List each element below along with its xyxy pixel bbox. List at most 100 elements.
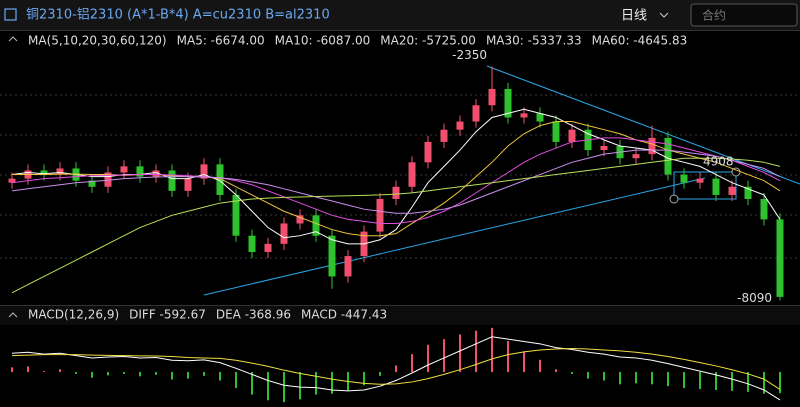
candle-body bbox=[168, 170, 176, 191]
collapse-icon bbox=[8, 36, 18, 42]
search-field[interactable] bbox=[690, 3, 798, 27]
macd-bar bbox=[107, 372, 109, 376]
legend-entry: DEA -368.96 bbox=[216, 308, 291, 322]
macd-bar bbox=[395, 365, 397, 373]
macd-bar bbox=[763, 372, 765, 394]
candle-body bbox=[328, 235, 336, 277]
macd-bar bbox=[651, 372, 653, 385]
macd-bar bbox=[411, 354, 413, 373]
candle-body bbox=[600, 146, 608, 151]
legend-entry: MACD -447.43 bbox=[301, 308, 387, 322]
candle-body bbox=[200, 164, 208, 179]
dropdown-arrow bbox=[659, 12, 669, 18]
macd-bar bbox=[75, 372, 77, 374]
candle-body bbox=[712, 178, 720, 195]
macd-bar bbox=[635, 372, 637, 384]
macd-bar bbox=[155, 372, 157, 375]
candle-body bbox=[120, 166, 128, 173]
legend-bg bbox=[20, 32, 740, 50]
candle-body bbox=[648, 137, 656, 155]
handle bbox=[669, 194, 679, 204]
macd-bar bbox=[507, 341, 509, 373]
low-label: -8090 bbox=[737, 291, 772, 305]
candle-body bbox=[296, 215, 304, 224]
candle-body bbox=[232, 194, 240, 236]
candle-body bbox=[8, 178, 16, 183]
macd-bar bbox=[379, 372, 381, 376]
macd-line bbox=[11, 348, 781, 390]
candle-body bbox=[760, 199, 768, 220]
trend-lines bbox=[203, 65, 800, 296]
legend-entry: MA(5,10,20,30,60,120) bbox=[28, 34, 167, 48]
candle-body bbox=[408, 162, 416, 187]
macd-bar bbox=[555, 369, 557, 373]
window-icon bbox=[4, 8, 17, 21]
legend-entry: MA20: -5725.00 bbox=[380, 34, 476, 48]
macd-bar bbox=[251, 372, 253, 395]
macd-bar bbox=[315, 372, 317, 395]
trend-line bbox=[486, 65, 800, 185]
macd-bar bbox=[363, 372, 365, 386]
candle-body bbox=[264, 243, 272, 252]
macd-bar bbox=[619, 372, 621, 385]
period-label[interactable]: 日线 bbox=[621, 9, 647, 24]
candle-body bbox=[424, 141, 432, 163]
candle-body bbox=[440, 129, 448, 142]
legend-entry: MA5: -6674.00 bbox=[177, 34, 265, 48]
divider bbox=[0, 30, 800, 31]
candle-body bbox=[568, 129, 576, 142]
candle-body bbox=[728, 186, 736, 195]
legend-entry: MA60: -4645.83 bbox=[592, 34, 688, 48]
contract-title: 铜2310-铝2310 (A*1-B*4) A=cu2310 B=al2310 bbox=[26, 8, 330, 23]
macd-bar bbox=[203, 372, 205, 376]
candle-body bbox=[504, 88, 512, 118]
macd-header bbox=[0, 305, 800, 325]
candle-body bbox=[456, 121, 464, 130]
macd-bar bbox=[91, 372, 93, 378]
macd-bar bbox=[603, 372, 605, 381]
macd-bar bbox=[331, 372, 333, 394]
candle-body bbox=[248, 235, 256, 252]
legend-entry: MACD(12,26,9) bbox=[28, 308, 119, 322]
candle-body bbox=[520, 113, 528, 118]
macd-bar bbox=[267, 372, 269, 401]
candle-body bbox=[216, 164, 224, 195]
search-placeholder: 合约 bbox=[702, 8, 726, 23]
macd-bar bbox=[475, 330, 477, 373]
candle-body bbox=[344, 256, 352, 277]
candle-body bbox=[776, 219, 784, 297]
grid bbox=[0, 94, 800, 259]
candle-body bbox=[744, 186, 752, 199]
candle-body bbox=[536, 113, 544, 122]
search-box[interactable]: 合约 bbox=[690, 3, 798, 27]
candle-body bbox=[664, 137, 672, 175]
macd-bar bbox=[427, 344, 429, 373]
macd-bar bbox=[587, 372, 589, 379]
macd-bar bbox=[235, 372, 237, 389]
macd-bar bbox=[219, 372, 221, 381]
ma-line bbox=[11, 149, 781, 214]
ma-line bbox=[11, 157, 781, 294]
ma-line bbox=[11, 137, 781, 224]
period-dropdown[interactable]: 日线 bbox=[621, 9, 669, 24]
selection-box bbox=[673, 171, 737, 200]
legend-entry: MA30: -5337.33 bbox=[486, 34, 582, 48]
macd-bar bbox=[27, 366, 29, 373]
collapse-icon bbox=[8, 312, 18, 318]
macd-bar bbox=[59, 369, 61, 373]
macd-bar bbox=[539, 359, 541, 373]
legend-entry: MA10: -6087.00 bbox=[275, 34, 371, 48]
macd-bar bbox=[139, 372, 141, 377]
macd-bar bbox=[667, 372, 669, 387]
macd-bar bbox=[571, 372, 573, 374]
macd-bar bbox=[699, 372, 701, 389]
macd-bar bbox=[43, 371, 45, 373]
macd-bar bbox=[123, 372, 125, 374]
legend-entry: DIFF -592.67 bbox=[129, 308, 206, 322]
candle-body bbox=[312, 215, 320, 236]
macd-bar bbox=[171, 372, 173, 380]
drawing-label: 4908 bbox=[703, 155, 734, 169]
macd-bar bbox=[283, 372, 285, 403]
candle-body bbox=[472, 105, 480, 122]
